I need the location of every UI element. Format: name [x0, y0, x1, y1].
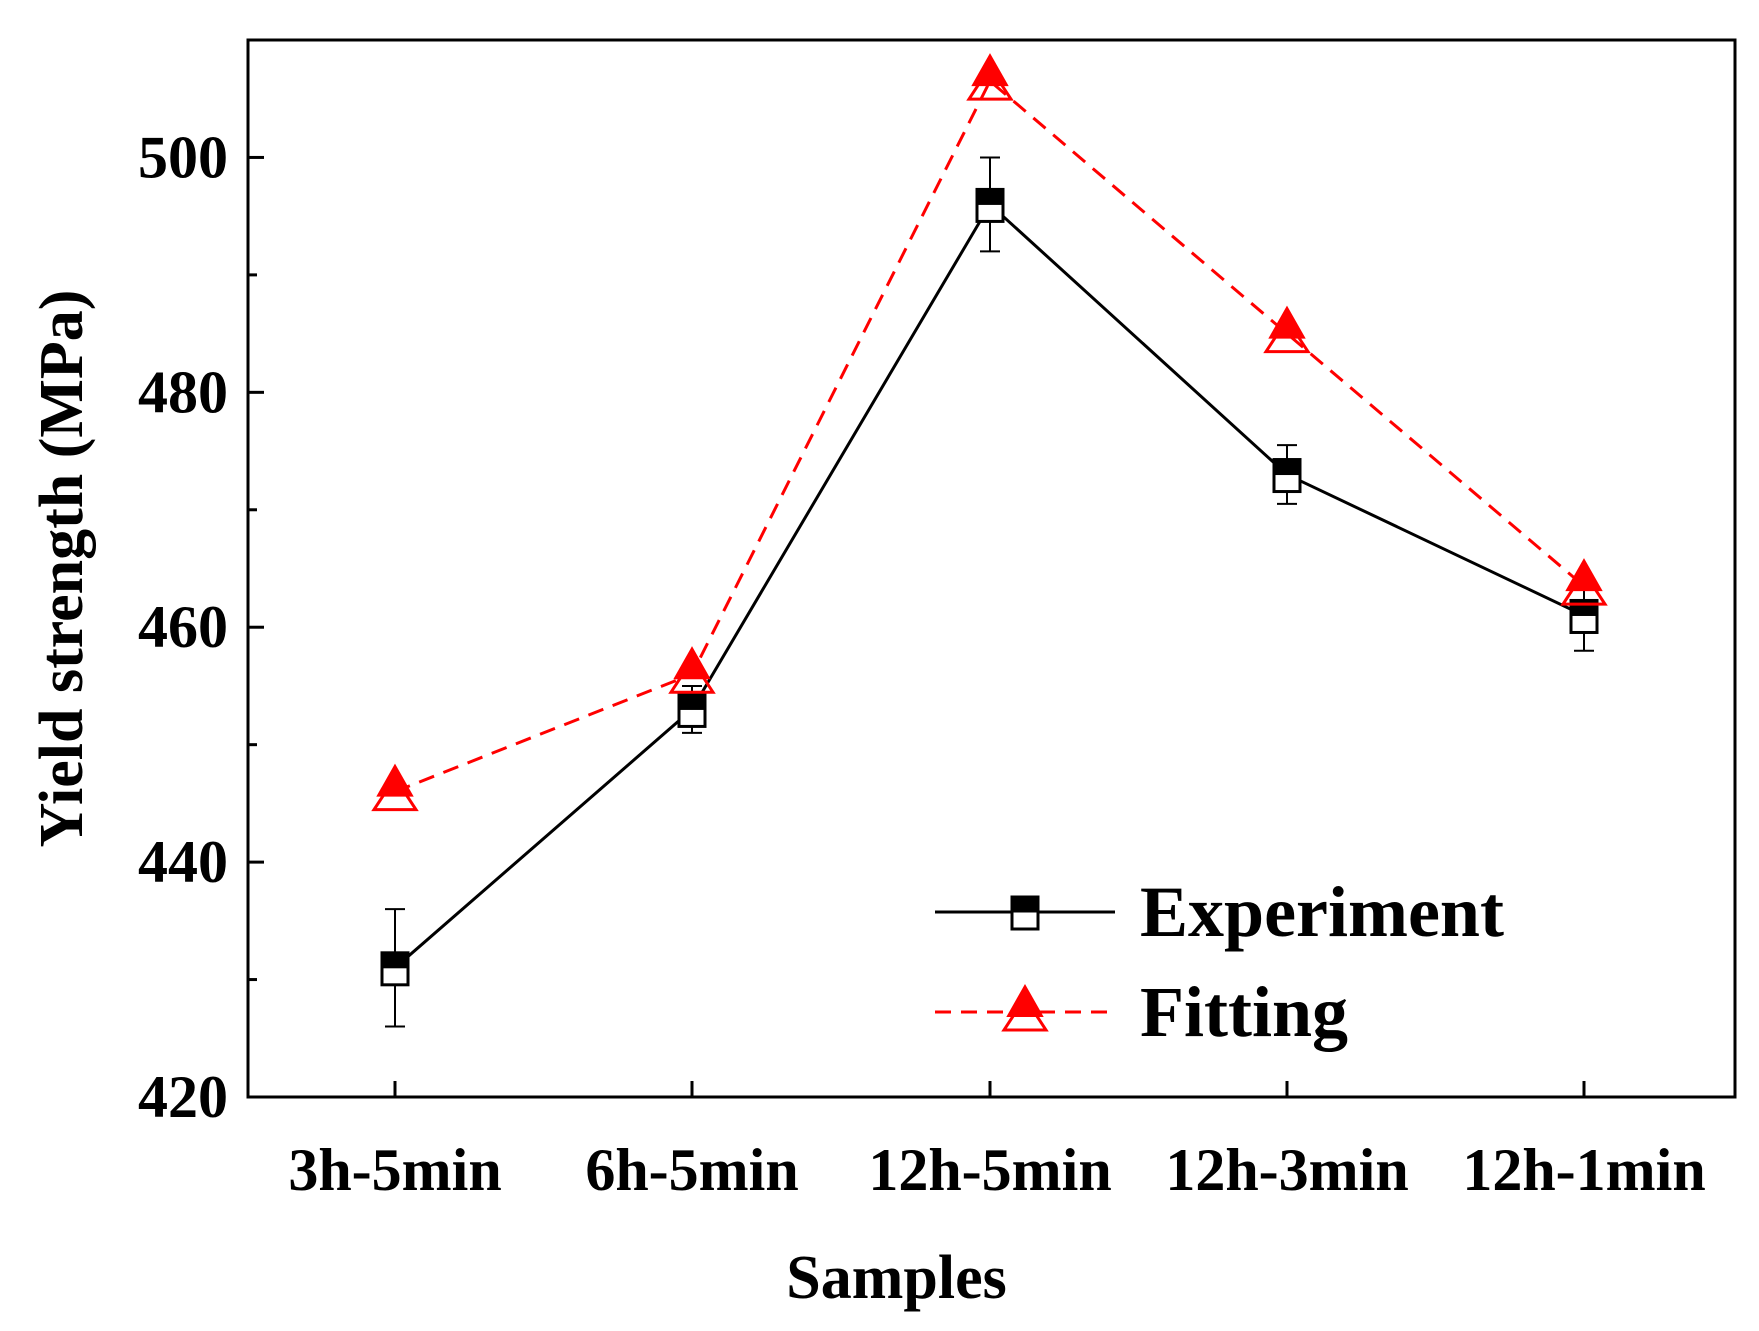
y-axis-title: Yield strength (MPa): [28, 290, 96, 848]
data-point-fitting: [371, 763, 419, 812]
legend-item-fitting: Fitting: [935, 972, 1348, 1052]
data-point-experiment: [677, 692, 707, 728]
series-line-experiment: [394, 202, 1585, 969]
square-marker-open: [380, 965, 410, 987]
square-marker-fill: [677, 692, 707, 710]
square-marker-fill: [975, 187, 1005, 205]
series-fitting: [371, 53, 1608, 812]
x-axis-title: Samples: [786, 1244, 1006, 1312]
legend-square-marker-fill: [1010, 895, 1040, 913]
legend-square-marker-open: [1010, 909, 1040, 931]
data-point-experiment: [1272, 458, 1302, 494]
series-line-fitting: [394, 78, 1585, 794]
legend-triangle-marker-fill: [1006, 983, 1044, 1017]
triangle-marker-fill: [971, 53, 1009, 87]
x-tick-label: 3h-5min: [288, 1137, 501, 1203]
square-marker-open: [1569, 612, 1599, 634]
legend-triangle-marker-open: [1001, 995, 1049, 1032]
square-marker-fill: [1569, 598, 1599, 616]
y-tick-label: 420: [138, 1064, 228, 1130]
data-point-fitting: [966, 53, 1014, 101]
square-marker-open: [975, 201, 1005, 223]
square-marker-fill: [1272, 458, 1302, 476]
legend-label: Fitting: [1140, 972, 1348, 1052]
triangle-marker-open: [668, 657, 716, 694]
square-marker-open: [1272, 472, 1302, 494]
triangle-marker-fill: [376, 763, 414, 797]
triangle-marker-open: [1263, 316, 1311, 354]
series-layer: [371, 53, 1608, 1028]
y-tick-label: 460: [138, 594, 228, 660]
y-tick-label: 500: [138, 124, 228, 190]
legend: Experiment Fitting: [935, 872, 1504, 1052]
data-point-fitting: [668, 646, 716, 694]
triangle-marker-open: [966, 64, 1014, 101]
square-marker-fill: [380, 951, 410, 969]
square-marker-open: [677, 706, 707, 728]
y-tick-label: 440: [138, 829, 228, 895]
legend-label: Experiment: [1140, 872, 1504, 952]
x-tick-label: 6h-5min: [585, 1137, 798, 1203]
axes-layer: 420 440 460 480 500 3h-5min 6h-5min 12h-5min 12h…: [138, 38, 1737, 1203]
series-experiment: [380, 156, 1599, 1028]
data-point-fitting: [1263, 305, 1311, 354]
triangle-marker-open: [371, 774, 419, 812]
legend-item-experiment: Experiment: [935, 872, 1504, 952]
y-tick-label: 480: [138, 359, 228, 425]
x-tick-label: 12h-3min: [1165, 1137, 1408, 1203]
triangle-marker-open: [1560, 569, 1608, 606]
data-point-fitting: [1560, 558, 1608, 606]
data-point-experiment: [380, 951, 410, 987]
data-point-experiment: [975, 187, 1005, 223]
x-tick-label: 12h-1min: [1462, 1137, 1705, 1203]
x-tick-label: 12h-5min: [868, 1137, 1111, 1203]
